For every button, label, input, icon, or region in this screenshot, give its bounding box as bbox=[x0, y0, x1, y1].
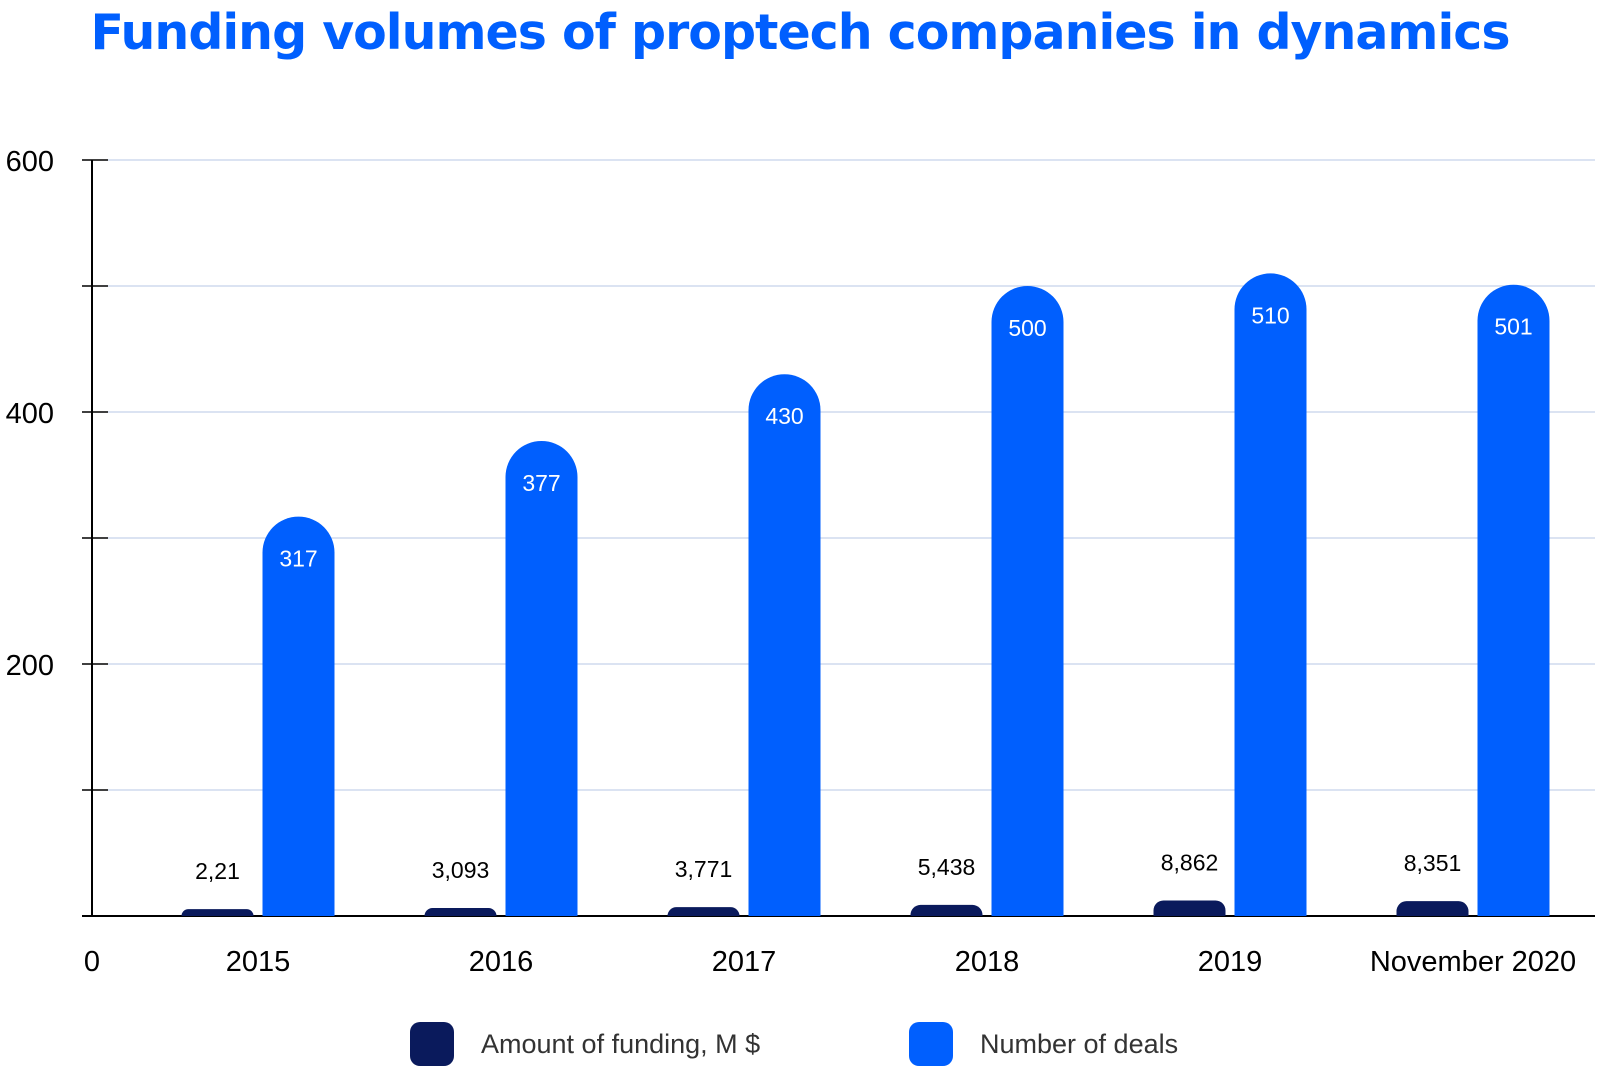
data-label-deals: 317 bbox=[279, 546, 317, 572]
gridlines bbox=[108, 159, 1595, 791]
data-label-funding: 3,771 bbox=[675, 856, 733, 882]
data-label-deals: 430 bbox=[765, 403, 803, 429]
bar-funding bbox=[424, 907, 497, 916]
data-label-funding: 8,351 bbox=[1404, 850, 1462, 876]
y-tick-label: 200 bbox=[6, 650, 54, 682]
legend: Amount of funding, M $ Number of deals bbox=[410, 1022, 1178, 1066]
bar-deals bbox=[1477, 284, 1550, 916]
bar-deals bbox=[748, 374, 821, 916]
legend-swatch bbox=[410, 1022, 454, 1066]
bar-funding bbox=[910, 904, 983, 916]
labels: 2015 2,21 317 2016 3,093 377 2017 3,771 430 2018 5… bbox=[195, 302, 1576, 978]
data-label-deals: 500 bbox=[1008, 315, 1046, 341]
x-tick-label: 2019 bbox=[1198, 946, 1263, 978]
bar-deals bbox=[262, 516, 335, 916]
x-tick-label: 2016 bbox=[469, 946, 534, 978]
chart-title: Funding volumes of proptech companies in… bbox=[90, 4, 1511, 61]
data-label-funding: 3,093 bbox=[432, 857, 490, 883]
bars bbox=[181, 273, 1550, 916]
y-tick-label: 0 bbox=[84, 946, 100, 978]
y-tick-label: 400 bbox=[6, 398, 54, 430]
legend-label: Amount of funding, M $ bbox=[481, 1029, 760, 1059]
data-label-deals: 501 bbox=[1494, 314, 1532, 340]
data-label-funding: 5,438 bbox=[918, 854, 976, 880]
bar-funding bbox=[1153, 900, 1226, 916]
bar-funding bbox=[181, 909, 254, 916]
legend-swatch bbox=[909, 1022, 953, 1066]
legend-label: Number of deals bbox=[980, 1029, 1178, 1059]
x-tick-label: 2018 bbox=[955, 946, 1020, 978]
bar-deals bbox=[1234, 273, 1307, 916]
bar-deals bbox=[505, 440, 578, 916]
x-tick-label: 2015 bbox=[226, 946, 291, 978]
bar-deals bbox=[991, 286, 1064, 916]
bar-funding bbox=[667, 907, 740, 916]
bar-funding bbox=[1396, 901, 1469, 916]
data-label-deals: 510 bbox=[1251, 302, 1289, 328]
data-label-funding: 8,862 bbox=[1161, 849, 1219, 875]
x-tick-label: November 2020 bbox=[1370, 946, 1576, 978]
data-label-funding: 2,21 bbox=[195, 858, 240, 884]
y-tick-label: 600 bbox=[6, 146, 54, 178]
x-tick-label: 2017 bbox=[712, 946, 777, 978]
data-label-deals: 377 bbox=[522, 470, 560, 496]
